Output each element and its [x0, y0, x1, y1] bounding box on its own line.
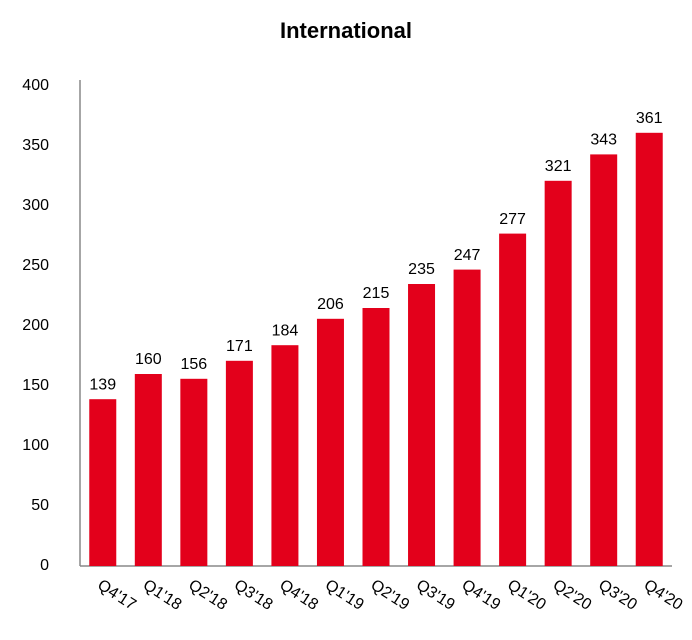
- x-tick-label: Q1'20: [504, 577, 549, 614]
- value-label: 156: [180, 356, 207, 373]
- y-tick-label: 350: [22, 137, 49, 154]
- value-label: 160: [135, 351, 162, 368]
- x-tick-label: Q3'20: [595, 577, 640, 614]
- y-tick-label: 300: [22, 197, 49, 214]
- y-tick-label: 0: [40, 557, 49, 574]
- x-tick-label: Q4'20: [641, 577, 686, 614]
- bar: [89, 399, 117, 566]
- y-tick-label: 400: [22, 77, 49, 94]
- y-tick-label: 100: [22, 437, 49, 454]
- value-label: 321: [545, 158, 572, 175]
- bar: [134, 374, 162, 566]
- bar: [544, 180, 572, 567]
- value-label: 343: [590, 132, 617, 149]
- x-tick-label: Q4'17: [94, 577, 139, 614]
- bar: [316, 318, 344, 566]
- bar: [362, 308, 390, 566]
- value-label: 277: [499, 211, 526, 228]
- bar: [271, 345, 299, 566]
- y-tick-label: 150: [22, 377, 49, 394]
- y-tick-label: 250: [22, 257, 49, 274]
- x-tick-label: Q2'19: [368, 577, 413, 614]
- value-label: 206: [317, 296, 344, 313]
- x-tick-label: Q3'19: [413, 577, 458, 614]
- x-tick-label: Q1'19: [322, 577, 367, 614]
- value-label: 361: [636, 110, 663, 127]
- value-label: 139: [89, 376, 116, 393]
- bar: [180, 378, 208, 566]
- x-tick-label: Q2'20: [550, 577, 595, 614]
- bar: [635, 132, 663, 567]
- bar: [225, 360, 253, 566]
- value-label: 247: [454, 247, 481, 264]
- chart-title: International: [280, 18, 412, 43]
- value-label: 215: [363, 285, 390, 302]
- bar: [499, 233, 527, 566]
- x-tick-label: Q3'18: [231, 577, 276, 614]
- value-label: 184: [272, 322, 299, 339]
- x-tick-label: Q1'18: [140, 577, 185, 614]
- y-tick-label: 200: [22, 317, 49, 334]
- x-tick-label: Q4'19: [459, 577, 504, 614]
- bar: [408, 284, 436, 566]
- x-tick-label: Q2'18: [185, 577, 230, 614]
- y-tick-label: 50: [31, 497, 49, 514]
- value-label: 171: [226, 338, 253, 355]
- bar: [590, 154, 618, 566]
- x-tick-label: Q4'18: [276, 577, 321, 614]
- bar: [453, 269, 481, 566]
- value-label: 235: [408, 261, 435, 278]
